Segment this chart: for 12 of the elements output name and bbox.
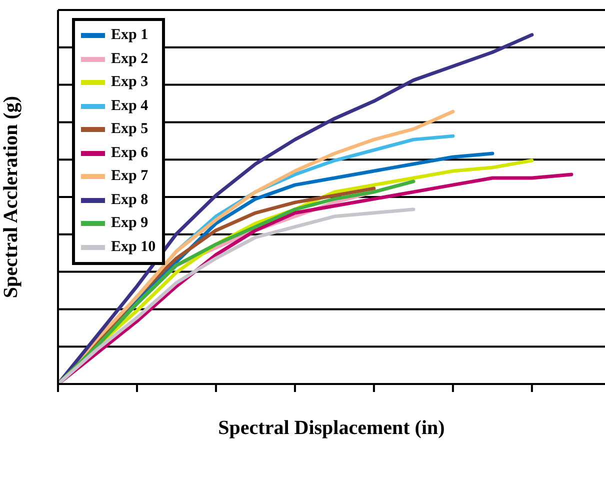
legend-label: Exp 6 — [111, 144, 148, 162]
x-axis-title: Spectral Displacement (in) — [218, 417, 445, 439]
legend-label: Exp 3 — [111, 74, 148, 92]
legend-label: Exp 1 — [111, 27, 148, 44]
legend-label: Exp 7 — [111, 168, 148, 186]
y-axis-title: Spectral Accleration (g) — [0, 96, 22, 298]
legend-label: Exp 10 — [111, 238, 156, 256]
legend-label: Exp 5 — [111, 121, 148, 138]
legend-label: Exp 8 — [111, 192, 148, 209]
legend-label: Exp 2 — [111, 50, 148, 68]
legend-label: Exp 4 — [111, 98, 148, 115]
legend-label: Exp 9 — [111, 215, 148, 232]
